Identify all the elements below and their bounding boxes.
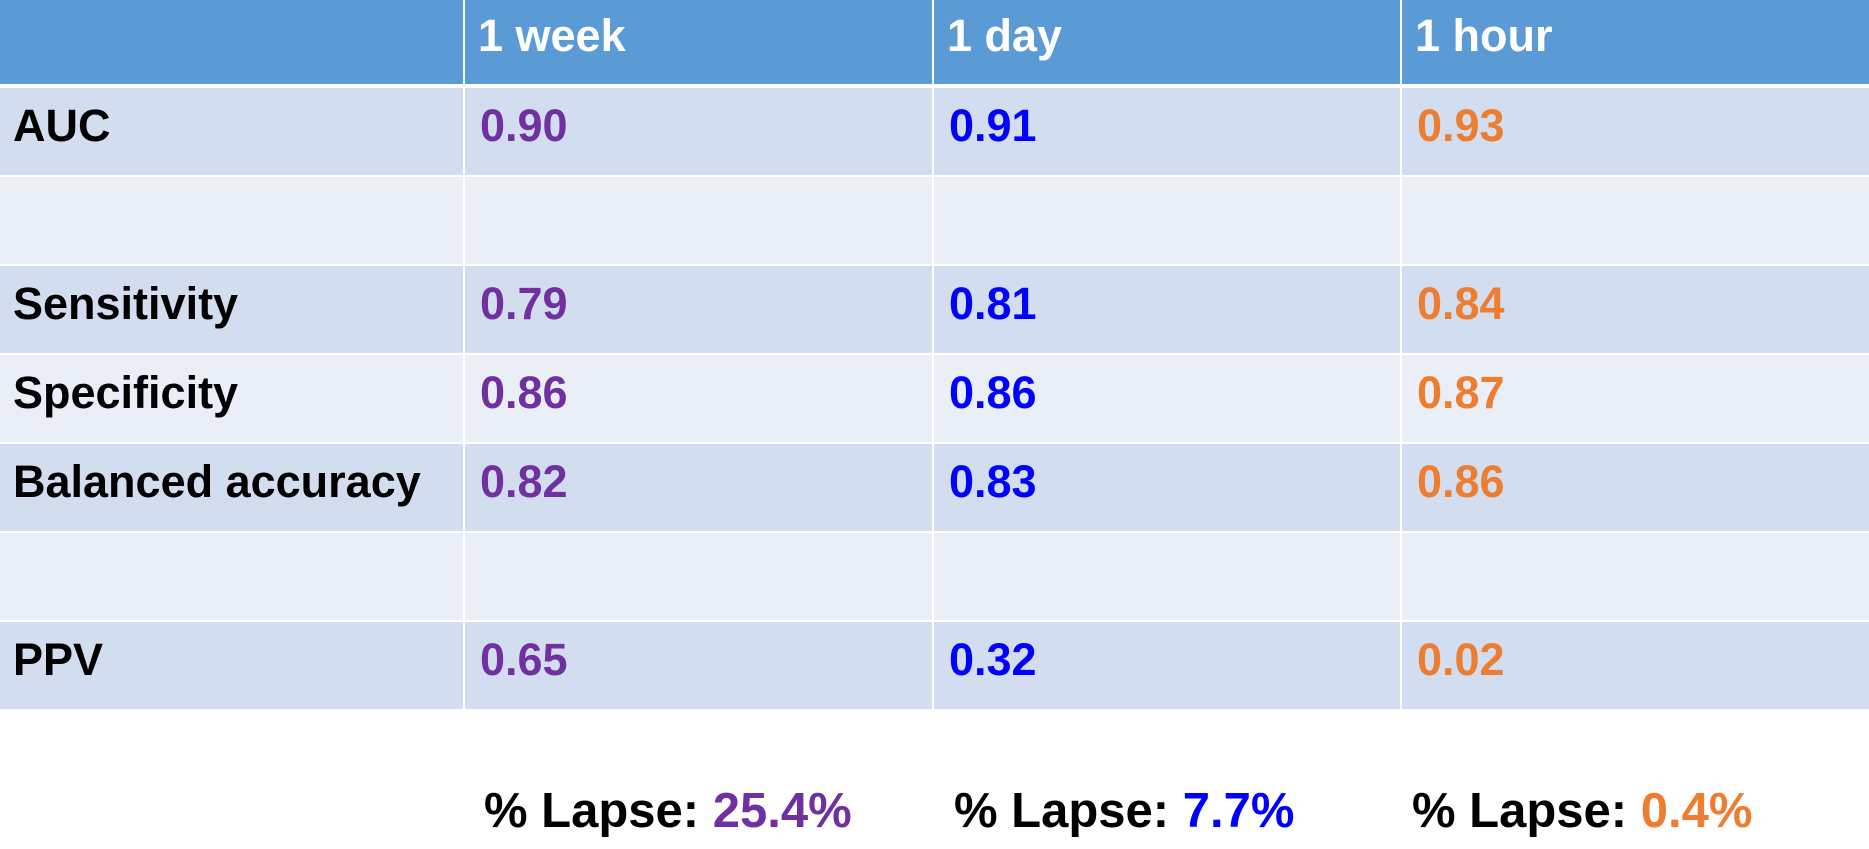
header-1-week: 1 week — [465, 0, 934, 88]
row-label-specificity: Specificity — [0, 355, 465, 444]
blank-1-hour — [1402, 177, 1869, 266]
sensitivity-week: 0.79 — [465, 266, 934, 355]
row-label-balanced-accuracy: Balanced accuracy — [0, 444, 465, 533]
header-corner — [0, 0, 465, 88]
lapse-week: % Lapse: 25.4% — [484, 783, 852, 839]
lapse-day: % Lapse: 7.7% — [954, 783, 1294, 839]
balanced-accuracy-week: 0.82 — [465, 444, 934, 533]
ppv-hour: 0.02 — [1402, 622, 1869, 711]
row-label-sensitivity: Sensitivity — [0, 266, 465, 355]
balanced-accuracy-day: 0.83 — [934, 444, 1402, 533]
ppv-week: 0.65 — [465, 622, 934, 711]
blank-2-week — [465, 533, 934, 622]
specificity-week: 0.86 — [465, 355, 934, 444]
blank-1-day — [934, 177, 1402, 266]
specificity-hour: 0.87 — [1402, 355, 1869, 444]
row-label-blank-2 — [0, 533, 465, 622]
specificity-day: 0.86 — [934, 355, 1402, 444]
lapse-hour-label: % Lapse: — [1412, 784, 1641, 838]
lapse-week-value: 25.4% — [713, 784, 852, 838]
lapse-hour-value: 0.4% — [1641, 784, 1753, 838]
auc-day: 0.91 — [934, 88, 1402, 177]
row-label-blank-1 — [0, 177, 465, 266]
lapse-hour: % Lapse: 0.4% — [1412, 783, 1752, 839]
header-1-day: 1 day — [934, 0, 1402, 88]
metrics-table: 1 week 1 day 1 hour AUC 0.90 0.91 0.93 S… — [0, 0, 1869, 711]
blank-2-day — [934, 533, 1402, 622]
lapse-day-label: % Lapse: — [954, 784, 1183, 838]
auc-hour: 0.93 — [1402, 88, 1869, 177]
blank-2-hour — [1402, 533, 1869, 622]
lapse-week-label: % Lapse: — [484, 784, 713, 838]
balanced-accuracy-hour: 0.86 — [1402, 444, 1869, 533]
lapse-day-value: 7.7% — [1183, 784, 1295, 838]
header-1-hour: 1 hour — [1402, 0, 1869, 88]
blank-1-week — [465, 177, 934, 266]
sensitivity-day: 0.81 — [934, 266, 1402, 355]
row-label-ppv: PPV — [0, 622, 465, 711]
sensitivity-hour: 0.84 — [1402, 266, 1869, 355]
ppv-day: 0.32 — [934, 622, 1402, 711]
auc-week: 0.90 — [465, 88, 934, 177]
row-label-auc: AUC — [0, 88, 465, 177]
